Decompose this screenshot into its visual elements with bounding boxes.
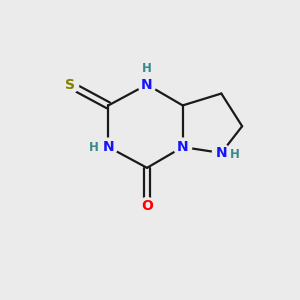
- Circle shape: [138, 76, 156, 94]
- Circle shape: [138, 198, 156, 215]
- Circle shape: [212, 144, 230, 162]
- Text: H: H: [89, 140, 99, 154]
- Circle shape: [174, 138, 192, 156]
- Text: O: O: [141, 200, 153, 214]
- Text: N: N: [177, 140, 188, 154]
- Text: N: N: [103, 140, 114, 154]
- Text: H: H: [230, 148, 239, 161]
- Circle shape: [61, 76, 79, 94]
- Text: N: N: [141, 78, 153, 92]
- Text: H: H: [142, 62, 152, 75]
- Circle shape: [100, 138, 117, 156]
- Text: S: S: [65, 78, 75, 92]
- Text: N: N: [215, 146, 227, 160]
